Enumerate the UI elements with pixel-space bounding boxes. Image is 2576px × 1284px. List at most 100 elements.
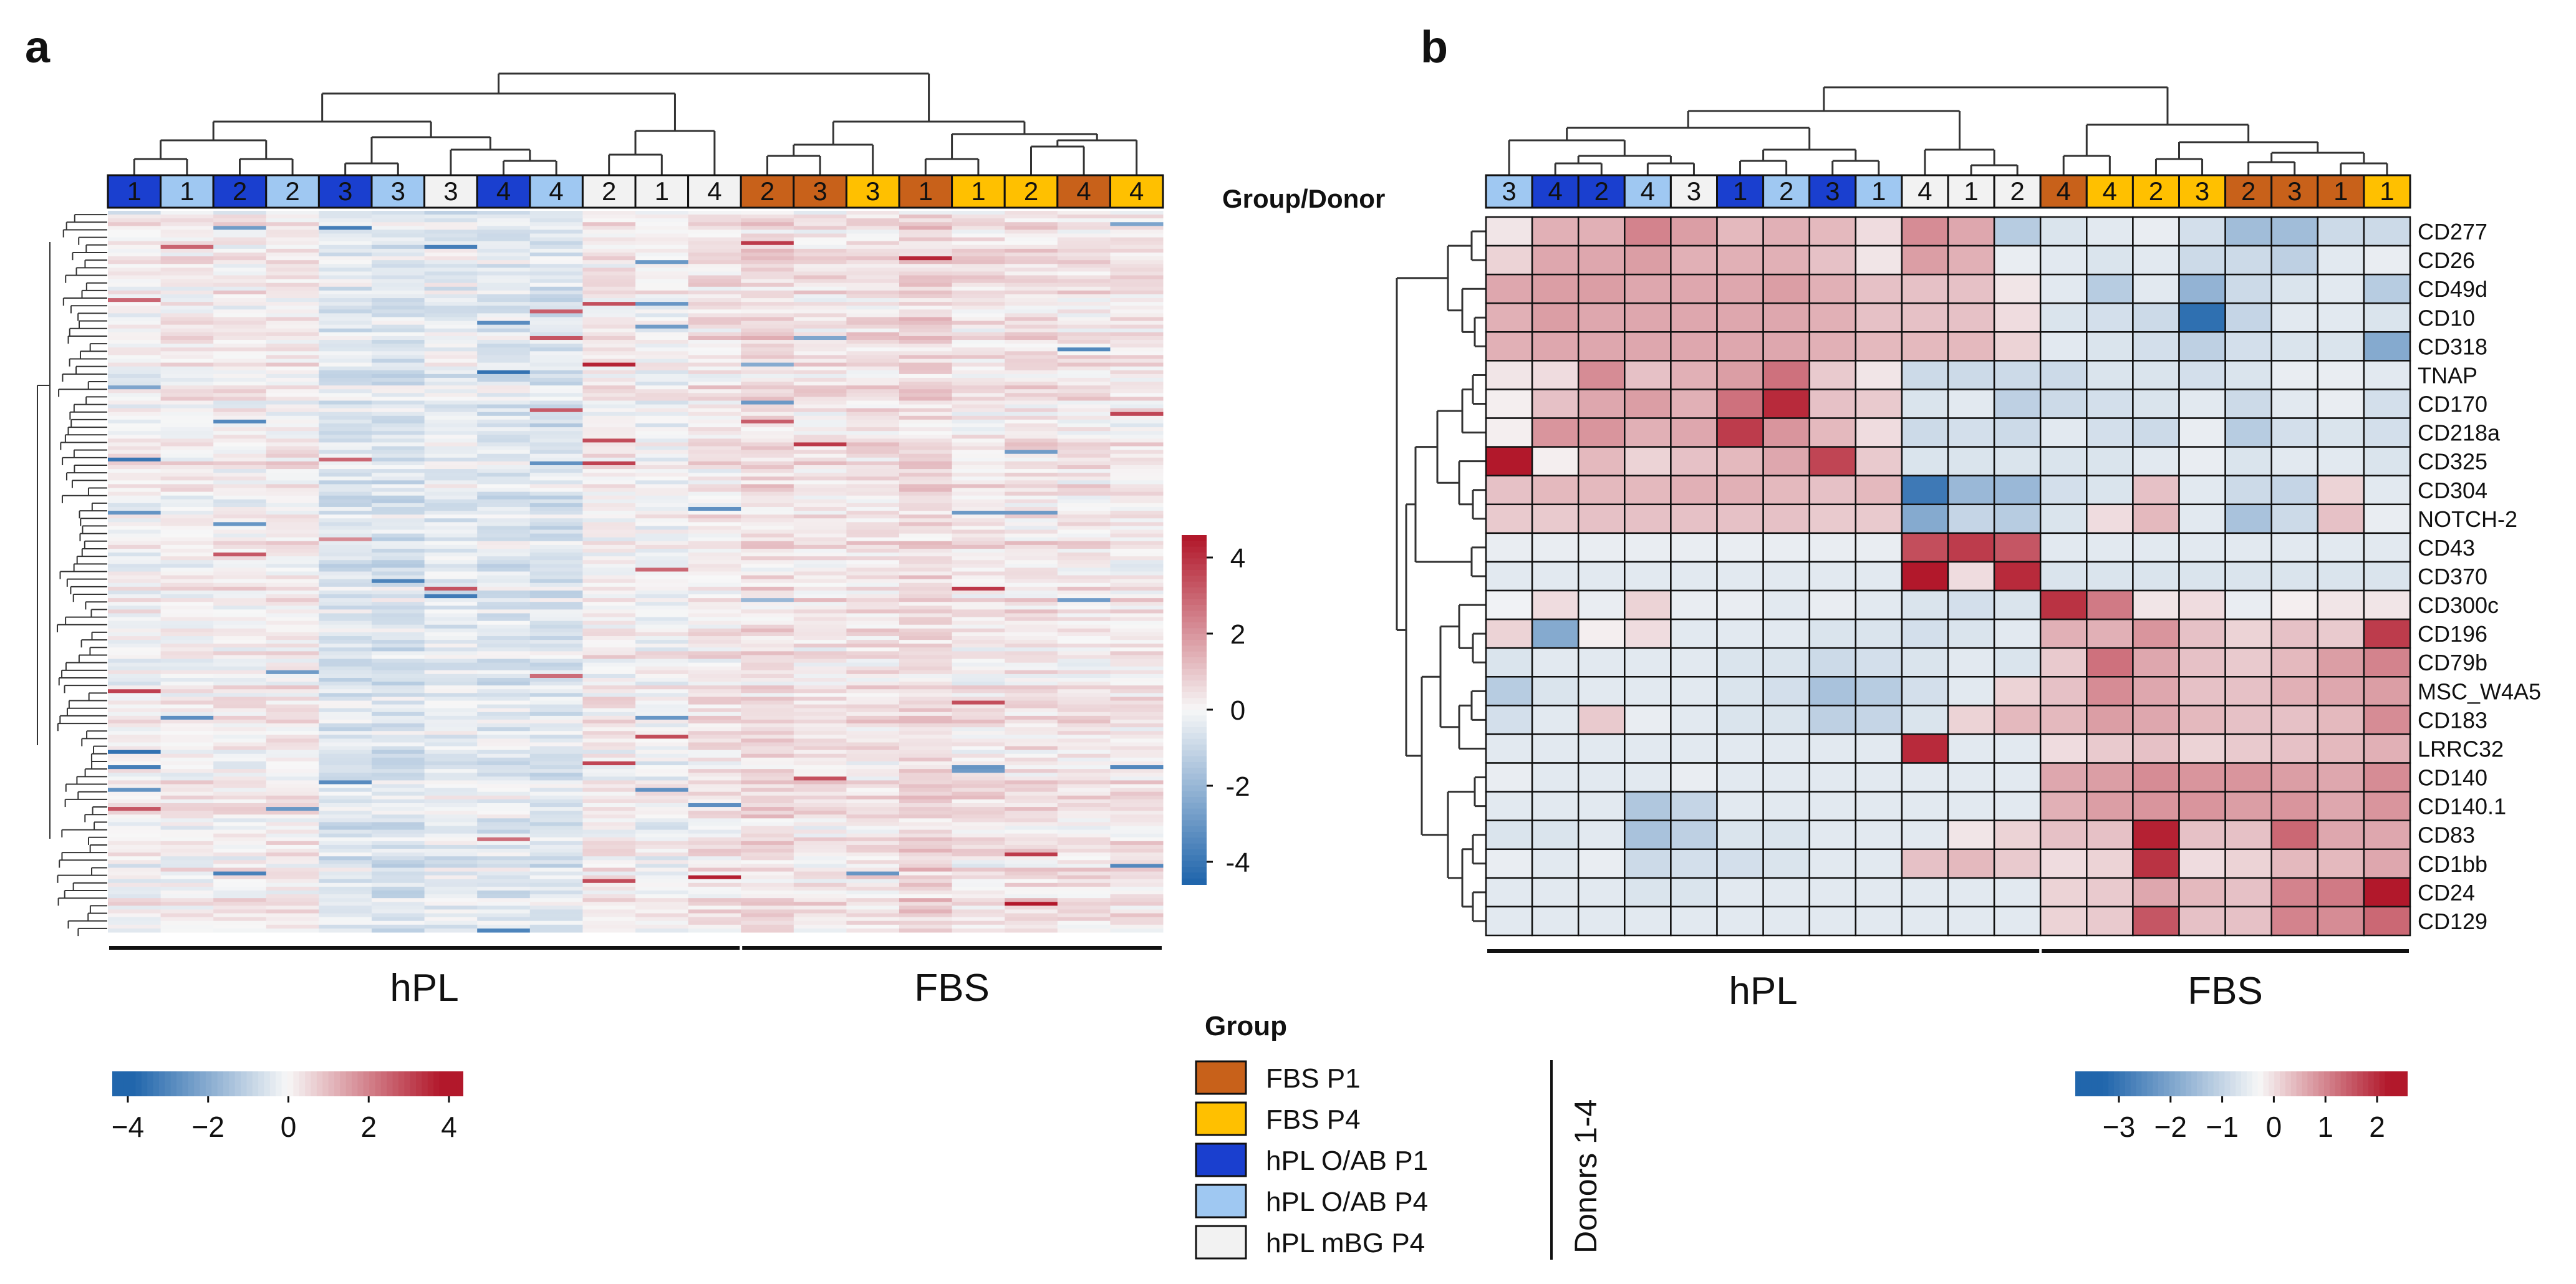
heat-cell — [1808, 244, 1857, 276]
heat-cell — [635, 499, 689, 504]
heat-cell — [319, 678, 372, 682]
heat-cell — [1005, 617, 1058, 622]
heat-cell — [372, 673, 425, 678]
heat-cell — [424, 268, 478, 272]
heat-cell — [108, 268, 162, 272]
heat-cell — [899, 678, 953, 682]
scale-step — [2197, 1071, 2203, 1096]
heat-cell — [529, 822, 583, 826]
heat-cell — [2178, 475, 2226, 506]
heat-cell — [108, 757, 162, 762]
heat-cell — [582, 340, 636, 344]
heat-cell — [477, 882, 531, 887]
heat-cell — [529, 404, 583, 409]
heat-cell — [108, 385, 162, 390]
heat-cell — [846, 438, 900, 443]
heat-cell — [582, 484, 636, 489]
heat-cell — [793, 902, 847, 906]
heat-cell — [1057, 465, 1111, 470]
heat-cell — [160, 389, 214, 393]
heat-cell — [372, 461, 425, 466]
heat-cell — [1485, 762, 1533, 793]
heat-cell — [477, 891, 531, 895]
heat-cell — [846, 811, 900, 815]
heat-cell — [266, 606, 319, 610]
heat-cell — [899, 377, 953, 382]
scale-step — [2180, 1071, 2187, 1096]
heat-cell — [477, 480, 531, 485]
heat-cell — [741, 829, 794, 834]
heat-cell — [213, 647, 267, 652]
heat-cell — [899, 928, 953, 933]
heat-cell — [688, 795, 741, 800]
heat-cell — [952, 811, 1005, 815]
scale-step — [305, 1071, 312, 1096]
heat-cell — [1901, 244, 1949, 276]
heat-cell — [582, 673, 636, 678]
heat-cell — [1110, 522, 1164, 526]
heat-cell — [160, 731, 214, 735]
heat-cell — [424, 529, 478, 534]
heat-cell — [952, 442, 1005, 447]
heat-cell — [372, 233, 425, 238]
heat-cell — [899, 309, 953, 314]
heat-cell — [582, 902, 636, 906]
heat-cell — [319, 215, 372, 219]
heat-cell — [108, 613, 162, 618]
scale-step — [1182, 587, 1207, 594]
heat-cell — [1005, 928, 1058, 933]
heat-cell — [108, 298, 162, 302]
heat-cell — [2270, 676, 2319, 707]
heat-cell — [688, 791, 741, 796]
panel-a-letter: a — [25, 22, 51, 72]
heat-cell — [1005, 533, 1058, 538]
heat-cell — [1485, 676, 1533, 707]
heat-cell — [266, 412, 319, 417]
heat-cell — [1005, 355, 1058, 359]
heat-cell — [108, 476, 162, 481]
heat-cell — [160, 712, 214, 717]
heat-cell — [952, 731, 1005, 735]
heat-cell — [952, 715, 1005, 720]
heat-cell — [213, 727, 267, 731]
heat-cell — [319, 920, 372, 925]
heat-cell — [424, 697, 478, 702]
heat-cell — [899, 924, 953, 929]
heat-cell — [741, 412, 794, 417]
heat-cell — [793, 795, 847, 800]
heat-cell — [1670, 244, 1718, 276]
heat-cell — [1005, 833, 1058, 838]
heat-cell — [688, 769, 741, 773]
heat-cell — [213, 484, 267, 489]
heat-cell — [846, 586, 900, 591]
heat-cell — [424, 370, 478, 375]
heat-cell — [319, 640, 372, 644]
heat-cell — [529, 362, 583, 367]
heat-cell — [1531, 618, 1580, 649]
scale-step — [211, 1071, 218, 1096]
heat-cell — [846, 640, 900, 644]
heat-cell — [424, 799, 478, 804]
heat-cell — [635, 647, 689, 652]
heat-cell — [1057, 738, 1111, 743]
heat-cell — [372, 849, 425, 853]
heat-cell — [1110, 697, 1164, 702]
heat-cell — [213, 844, 267, 849]
heat-cell — [424, 624, 478, 629]
heat-cell — [635, 606, 689, 610]
heat-cell — [372, 427, 425, 432]
heat-cell — [582, 662, 636, 667]
heat-cell — [213, 708, 267, 713]
heat-cell — [793, 529, 847, 534]
heat-cell — [372, 582, 425, 587]
heat-cell — [1947, 561, 1995, 592]
heat-cell — [424, 522, 478, 526]
heat-cell — [793, 484, 847, 489]
heat-cell — [582, 704, 636, 709]
heat-cell — [1057, 882, 1111, 887]
heat-cell — [635, 268, 689, 272]
heat-cell — [319, 366, 372, 371]
heat-cell — [2363, 676, 2411, 707]
heat-cell — [108, 685, 162, 690]
heat-cell — [160, 837, 214, 842]
